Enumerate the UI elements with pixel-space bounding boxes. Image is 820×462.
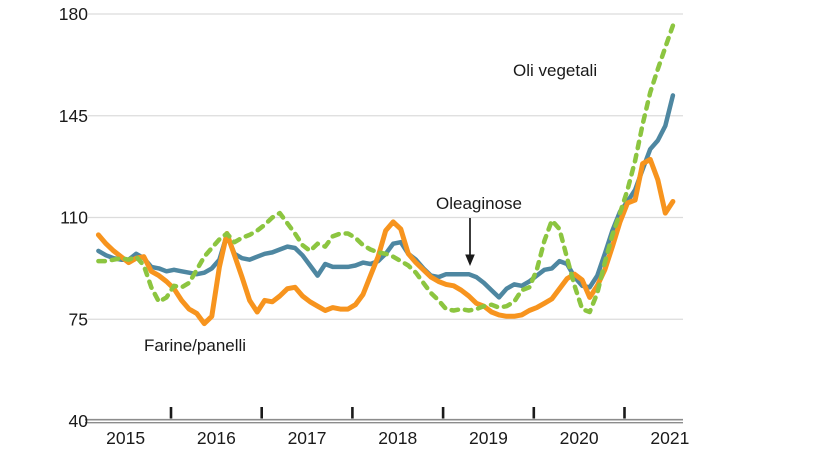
y-tick-label-110: 110 — [60, 208, 88, 228]
series-label-farine-panelli: Farine/panelli — [144, 336, 247, 355]
series-label-oleaginose: Oleaginose — [436, 194, 523, 213]
x-year-label-2017: 2017 — [288, 428, 327, 448]
x-year-label-2020: 2020 — [560, 428, 599, 448]
series-line-oleaginose — [96, 93, 676, 300]
x-year-label-2019: 2019 — [469, 428, 508, 448]
y-tick-label-75: 75 — [69, 309, 88, 329]
series-line-oli_vegetali — [96, 23, 676, 315]
x-year-label-2015: 2015 — [106, 428, 145, 448]
x-year-label-2018: 2018 — [378, 428, 417, 448]
x-year-label-2016: 2016 — [197, 428, 236, 448]
y-tick-label-40: 40 — [69, 411, 89, 431]
y-tick-label-180: 180 — [59, 4, 88, 24]
y-tick-label-145: 145 — [59, 106, 88, 126]
series-line-farine_panelli — [95, 156, 676, 327]
oleaginose-arrow — [463, 217, 477, 267]
x-year-label-2021: 2021 — [650, 428, 689, 448]
down-arrow-icon — [465, 218, 475, 266]
series-label-oli-vegetali: Oli vegetali — [513, 61, 598, 80]
